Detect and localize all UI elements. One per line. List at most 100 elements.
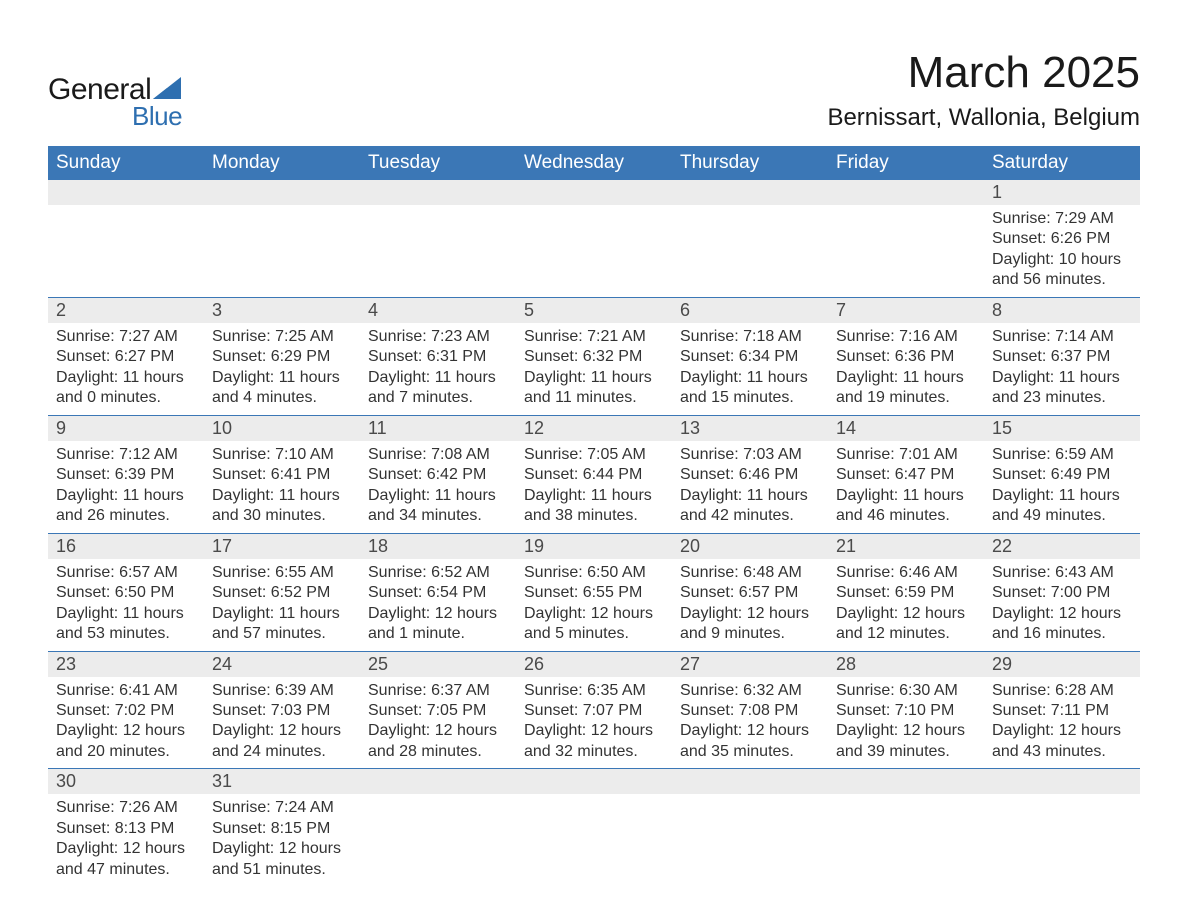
- day-data: Sunrise: 7:12 AMSunset: 6:39 PMDaylight:…: [48, 441, 204, 533]
- daylight-text: Daylight: 11 hours and 15 minutes.: [680, 368, 820, 409]
- day-number: 7: [828, 298, 984, 323]
- calendar-cell: 23Sunrise: 6:41 AMSunset: 7:02 PMDayligh…: [48, 651, 204, 769]
- day-number: 13: [672, 416, 828, 441]
- sunrise-text: Sunrise: 7:24 AM: [212, 798, 352, 818]
- day-data: Sunrise: 6:37 AMSunset: 7:05 PMDaylight:…: [360, 677, 516, 769]
- sunset-text: Sunset: 7:07 PM: [524, 701, 664, 721]
- sunrise-text: Sunrise: 6:35 AM: [524, 681, 664, 701]
- sunrise-text: Sunrise: 7:10 AM: [212, 445, 352, 465]
- sunset-text: Sunset: 6:52 PM: [212, 583, 352, 603]
- sunrise-text: Sunrise: 6:48 AM: [680, 563, 820, 583]
- calendar-week-row: 16Sunrise: 6:57 AMSunset: 6:50 PMDayligh…: [48, 533, 1140, 651]
- sunset-text: Sunset: 6:47 PM: [836, 465, 976, 485]
- empty-day-body: [360, 794, 516, 824]
- calendar-cell: [516, 180, 672, 297]
- title-block: March 2025 Bernissart, Wallonia, Belgium: [827, 48, 1140, 132]
- sunrise-text: Sunrise: 6:32 AM: [680, 681, 820, 701]
- sunset-text: Sunset: 6:26 PM: [992, 229, 1132, 249]
- sunset-text: Sunset: 6:27 PM: [56, 347, 196, 367]
- sunrise-text: Sunrise: 6:59 AM: [992, 445, 1132, 465]
- empty-day-body: [48, 205, 204, 235]
- empty-day-header: [360, 769, 516, 794]
- sunrise-text: Sunrise: 6:57 AM: [56, 563, 196, 583]
- calendar-cell: 16Sunrise: 6:57 AMSunset: 6:50 PMDayligh…: [48, 533, 204, 651]
- day-data: Sunrise: 6:43 AMSunset: 7:00 PMDaylight:…: [984, 559, 1140, 651]
- calendar-cell: 18Sunrise: 6:52 AMSunset: 6:54 PMDayligh…: [360, 533, 516, 651]
- calendar-cell: 10Sunrise: 7:10 AMSunset: 6:41 PMDayligh…: [204, 415, 360, 533]
- daylight-text: Daylight: 11 hours and 0 minutes.: [56, 368, 196, 409]
- sunrise-text: Sunrise: 7:23 AM: [368, 327, 508, 347]
- empty-day-header: [204, 180, 360, 205]
- day-data: Sunrise: 6:39 AMSunset: 7:03 PMDaylight:…: [204, 677, 360, 769]
- calendar-cell: 20Sunrise: 6:48 AMSunset: 6:57 PMDayligh…: [672, 533, 828, 651]
- brand-logo: General Blue: [48, 73, 182, 132]
- daylight-text: Daylight: 11 hours and 38 minutes.: [524, 486, 664, 527]
- location-subtitle: Bernissart, Wallonia, Belgium: [827, 104, 1140, 132]
- logo-triangle-icon: [153, 77, 181, 99]
- empty-day-body: [204, 205, 360, 235]
- day-data: Sunrise: 6:30 AMSunset: 7:10 PMDaylight:…: [828, 677, 984, 769]
- sunset-text: Sunset: 7:08 PM: [680, 701, 820, 721]
- day-number: 10: [204, 416, 360, 441]
- sunset-text: Sunset: 6:37 PM: [992, 347, 1132, 367]
- sunrise-text: Sunrise: 7:08 AM: [368, 445, 508, 465]
- daylight-text: Daylight: 11 hours and 7 minutes.: [368, 368, 508, 409]
- daylight-text: Daylight: 12 hours and 12 minutes.: [836, 604, 976, 645]
- calendar-cell: [828, 769, 984, 886]
- sunset-text: Sunset: 6:41 PM: [212, 465, 352, 485]
- day-number: 25: [360, 652, 516, 677]
- calendar-cell: 5Sunrise: 7:21 AMSunset: 6:32 PMDaylight…: [516, 297, 672, 415]
- calendar-cell: [672, 180, 828, 297]
- day-data: Sunrise: 7:01 AMSunset: 6:47 PMDaylight:…: [828, 441, 984, 533]
- day-number: 18: [360, 534, 516, 559]
- day-data: Sunrise: 7:29 AMSunset: 6:26 PMDaylight:…: [984, 205, 1140, 297]
- day-data: Sunrise: 6:59 AMSunset: 6:49 PMDaylight:…: [984, 441, 1140, 533]
- day-data: Sunrise: 7:14 AMSunset: 6:37 PMDaylight:…: [984, 323, 1140, 415]
- calendar-cell: 26Sunrise: 6:35 AMSunset: 7:07 PMDayligh…: [516, 651, 672, 769]
- sunrise-text: Sunrise: 7:29 AM: [992, 209, 1132, 229]
- calendar-cell: 21Sunrise: 6:46 AMSunset: 6:59 PMDayligh…: [828, 533, 984, 651]
- calendar-table: Sunday Monday Tuesday Wednesday Thursday…: [48, 146, 1140, 886]
- calendar-cell: 25Sunrise: 6:37 AMSunset: 7:05 PMDayligh…: [360, 651, 516, 769]
- day-data: Sunrise: 6:32 AMSunset: 7:08 PMDaylight:…: [672, 677, 828, 769]
- day-data: Sunrise: 7:21 AMSunset: 6:32 PMDaylight:…: [516, 323, 672, 415]
- sunset-text: Sunset: 6:36 PM: [836, 347, 976, 367]
- sunrise-text: Sunrise: 6:43 AM: [992, 563, 1132, 583]
- sunset-text: Sunset: 6:29 PM: [212, 347, 352, 367]
- calendar-cell: [48, 180, 204, 297]
- day-number: 4: [360, 298, 516, 323]
- calendar-cell: 28Sunrise: 6:30 AMSunset: 7:10 PMDayligh…: [828, 651, 984, 769]
- sunset-text: Sunset: 6:59 PM: [836, 583, 976, 603]
- sunset-text: Sunset: 6:49 PM: [992, 465, 1132, 485]
- sunset-text: Sunset: 6:34 PM: [680, 347, 820, 367]
- calendar-cell: 27Sunrise: 6:32 AMSunset: 7:08 PMDayligh…: [672, 651, 828, 769]
- day-number: 21: [828, 534, 984, 559]
- empty-day-body: [672, 205, 828, 235]
- calendar-cell: 29Sunrise: 6:28 AMSunset: 7:11 PMDayligh…: [984, 651, 1140, 769]
- sunrise-text: Sunrise: 7:01 AM: [836, 445, 976, 465]
- calendar-cell: [984, 769, 1140, 886]
- sunrise-text: Sunrise: 6:39 AM: [212, 681, 352, 701]
- day-number: 3: [204, 298, 360, 323]
- daylight-text: Daylight: 11 hours and 11 minutes.: [524, 368, 664, 409]
- empty-day-header: [984, 769, 1140, 794]
- sunset-text: Sunset: 6:31 PM: [368, 347, 508, 367]
- calendar-cell: 19Sunrise: 6:50 AMSunset: 6:55 PMDayligh…: [516, 533, 672, 651]
- day-data: Sunrise: 7:26 AMSunset: 8:13 PMDaylight:…: [48, 794, 204, 886]
- day-data: Sunrise: 7:05 AMSunset: 6:44 PMDaylight:…: [516, 441, 672, 533]
- empty-day-body: [672, 794, 828, 824]
- sunrise-text: Sunrise: 6:28 AM: [992, 681, 1132, 701]
- day-data: Sunrise: 6:46 AMSunset: 6:59 PMDaylight:…: [828, 559, 984, 651]
- daylight-text: Daylight: 10 hours and 56 minutes.: [992, 250, 1132, 291]
- day-number: 28: [828, 652, 984, 677]
- sunset-text: Sunset: 6:42 PM: [368, 465, 508, 485]
- weekday-header: Monday: [204, 146, 360, 180]
- daylight-text: Daylight: 11 hours and 19 minutes.: [836, 368, 976, 409]
- weekday-header: Thursday: [672, 146, 828, 180]
- sunset-text: Sunset: 7:10 PM: [836, 701, 976, 721]
- daylight-text: Daylight: 11 hours and 23 minutes.: [992, 368, 1132, 409]
- day-data: Sunrise: 7:18 AMSunset: 6:34 PMDaylight:…: [672, 323, 828, 415]
- weekday-header: Tuesday: [360, 146, 516, 180]
- daylight-text: Daylight: 11 hours and 34 minutes.: [368, 486, 508, 527]
- sunrise-text: Sunrise: 7:12 AM: [56, 445, 196, 465]
